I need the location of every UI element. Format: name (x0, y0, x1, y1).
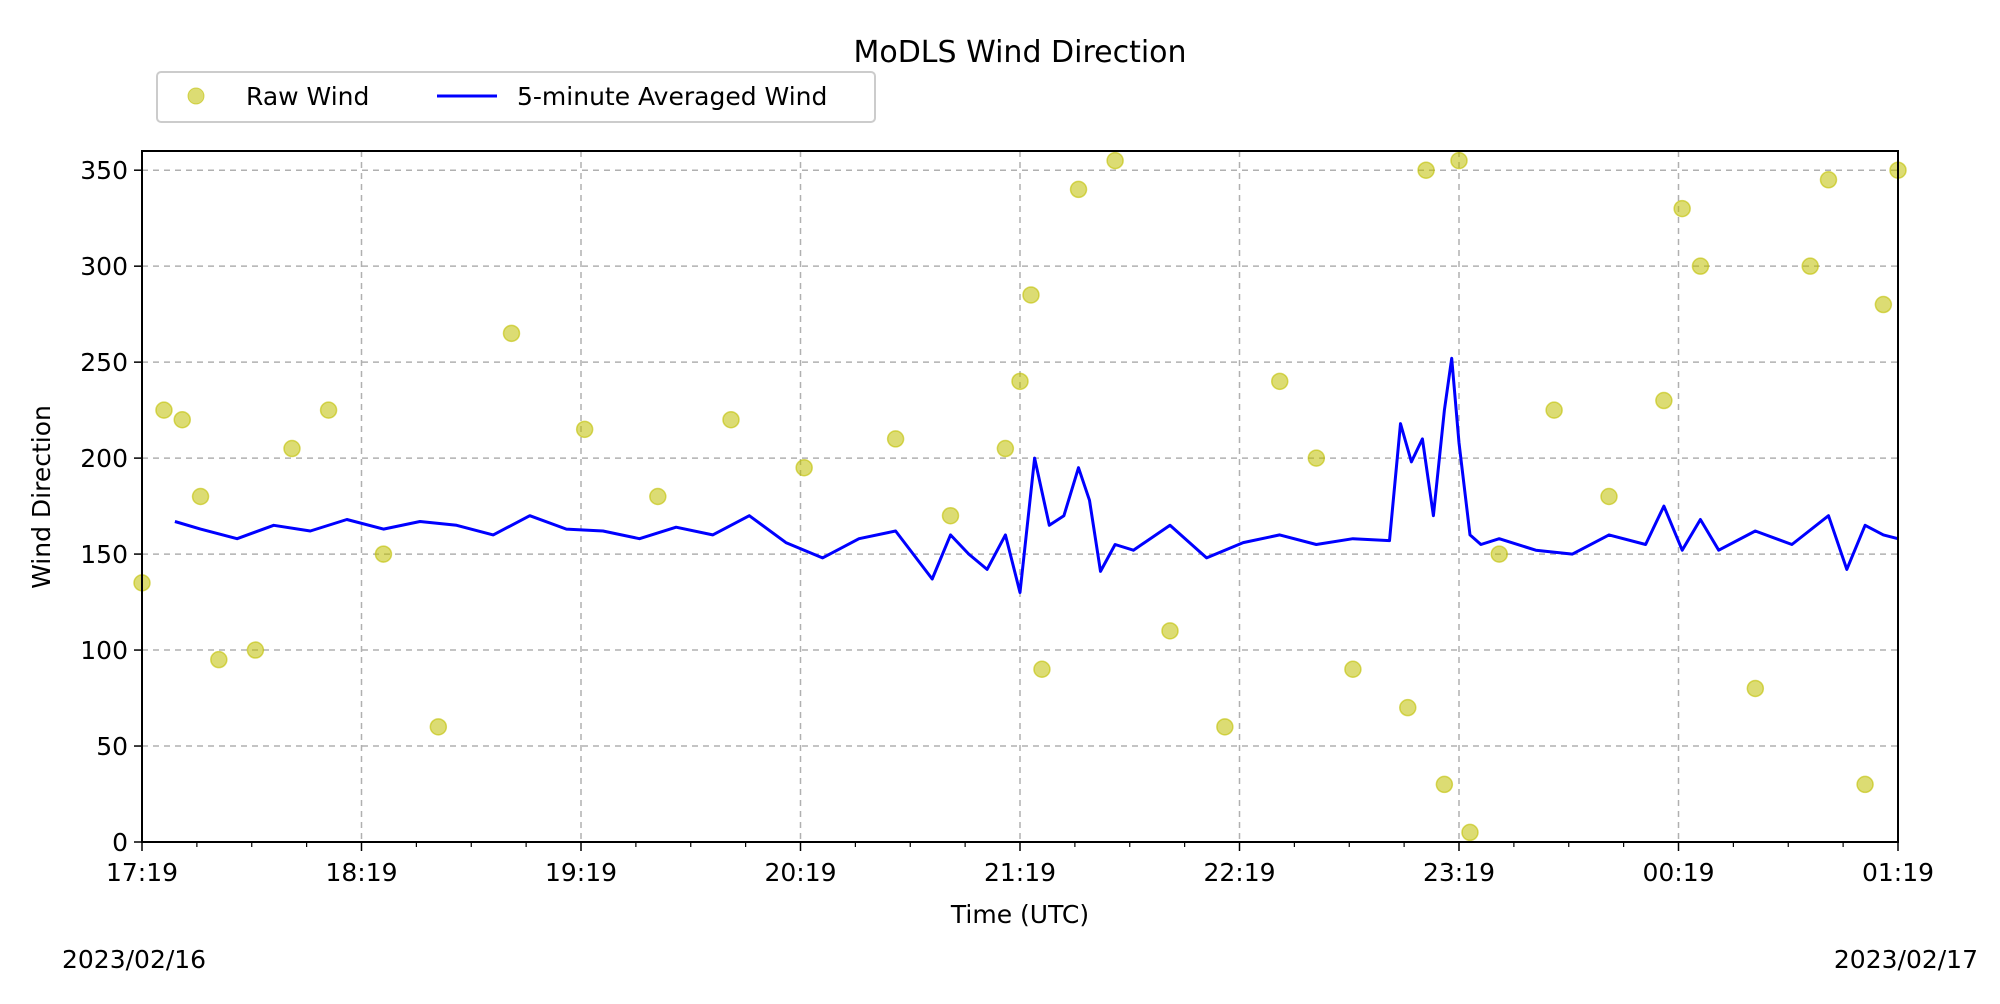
axes: 0 50 100 150 200 250 300 350 17:19 18:19 19:19 20:1… (80, 156, 1934, 887)
raw-wind-point (996, 439, 1015, 458)
x-tick-label: 20:19 (764, 858, 836, 887)
raw-wind-point (1490, 545, 1508, 563)
legend-raw-wind-marker (187, 87, 205, 105)
raw-wind-point (246, 641, 265, 659)
x-axis-label: Time (UTC) (950, 900, 1089, 929)
raw-wind-point (1746, 679, 1765, 698)
raw-wind-point (1856, 775, 1874, 794)
x-tick-label: 22:19 (1203, 858, 1275, 887)
y-tick-label: 50 (96, 732, 128, 761)
averaged-wind-line-group (174, 356, 1899, 594)
raw-wind-point (1450, 151, 1468, 170)
y-tick-label: 150 (80, 540, 128, 569)
raw-wind-point (319, 401, 338, 419)
raw-wind-point (1655, 391, 1673, 410)
y-axis-label: Wind Direction (27, 405, 56, 589)
chart-title: MoDLS Wind Direction (853, 35, 1186, 70)
raw-wind-point (1011, 372, 1029, 391)
y-tick-label: 0 (112, 828, 128, 857)
raw-wind-point (502, 324, 521, 343)
y-tick-label: 350 (80, 156, 128, 185)
legend-raw-wind-label: Raw Wind (246, 82, 369, 111)
raw-wind-point (1270, 372, 1289, 391)
raw-wind-point (1216, 718, 1234, 736)
x-tick-label: 17:19 (106, 858, 178, 887)
raw-wind-point (1106, 151, 1124, 170)
raw-wind-point (1161, 622, 1179, 640)
y-tick-label: 200 (80, 444, 128, 473)
raw-wind-point (1801, 257, 1819, 275)
raw-wind-point (795, 458, 813, 477)
raw-wind-point (1022, 286, 1040, 304)
raw-wind-point (1600, 487, 1618, 506)
y-tick-label: 300 (80, 252, 128, 281)
x-tick-label: 19:19 (545, 858, 617, 887)
raw-wind-point (886, 430, 905, 448)
grid (142, 151, 1898, 842)
raw-wind-point (1399, 698, 1417, 717)
end-date-label: 2023/02/17 (1834, 945, 1978, 974)
start-date-label: 2023/02/16 (62, 945, 206, 974)
raw-wind-point (1033, 660, 1051, 678)
y-tick-label: 250 (80, 348, 128, 377)
raw-wind-point (173, 410, 191, 429)
raw-wind-point (1344, 660, 1362, 678)
raw-wind-point (191, 487, 210, 506)
legend-box (156, 71, 876, 123)
raw-wind-point (1819, 171, 1838, 189)
legend-averaged-wind-label: 5-minute Averaged Wind (517, 82, 827, 111)
y-tick-label: 100 (80, 636, 128, 665)
raw-wind-point (1307, 449, 1326, 467)
raw-wind-point (941, 506, 960, 525)
raw-wind-point (1545, 401, 1563, 419)
raw-wind-point (649, 487, 667, 506)
raw-wind-point (374, 545, 393, 563)
raw-wind-point (1673, 199, 1691, 218)
raw-wind-point (1691, 257, 1710, 275)
raw-wind-point (1461, 823, 1479, 842)
averaged-wind-line (174, 356, 1899, 594)
raw-wind-point (722, 410, 740, 429)
raw-wind-point (210, 650, 228, 669)
raw-wind-point (155, 401, 173, 419)
raw-wind-point (1069, 180, 1088, 199)
legend: Raw Wind 5-minute Averaged Wind (156, 71, 876, 123)
x-tick-label: 18:19 (325, 858, 397, 887)
x-tick-label: 01:19 (1862, 858, 1934, 887)
raw-wind-points (133, 151, 1907, 842)
x-tick-label: 21:19 (984, 858, 1056, 887)
raw-wind-point (1435, 775, 1454, 794)
raw-wind-point (1417, 161, 1435, 179)
x-tick-label: 23:19 (1423, 858, 1495, 887)
raw-wind-point (1874, 295, 1893, 314)
x-tick-label: 00:19 (1642, 858, 1714, 887)
raw-wind-point (429, 718, 448, 736)
raw-wind-point (283, 439, 301, 458)
raw-wind-point (575, 420, 594, 439)
